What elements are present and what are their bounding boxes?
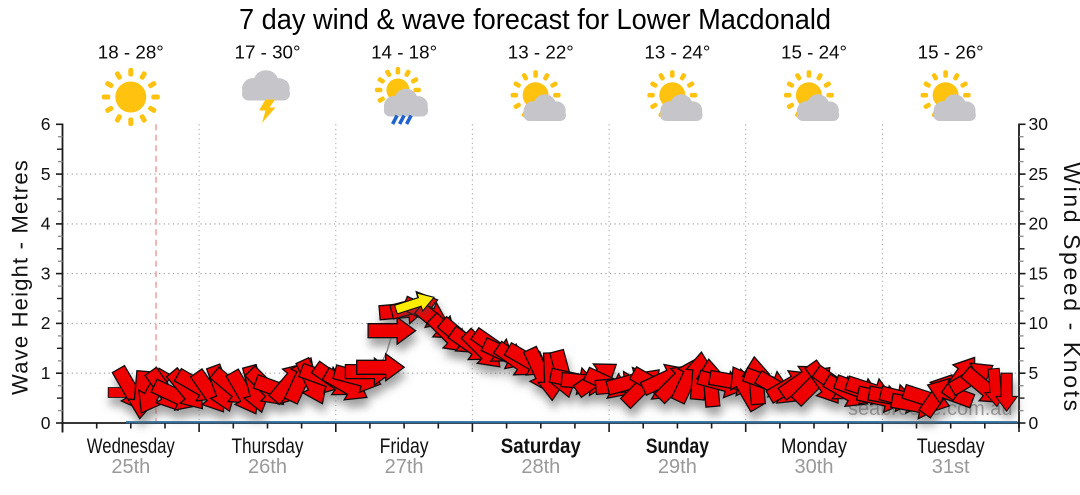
svg-text:Wednesday: Wednesday xyxy=(87,434,175,458)
svg-text:Sunday: Sunday xyxy=(646,434,709,458)
svg-text:30: 30 xyxy=(1029,114,1049,134)
svg-text:7 day wind & wave forecast for: 7 day wind & wave forecast for Lower Mac… xyxy=(239,4,831,36)
svg-text:Monday: Monday xyxy=(781,434,847,458)
svg-text:0: 0 xyxy=(41,413,51,433)
svg-text:25: 25 xyxy=(1029,164,1048,184)
svg-text:14 - 18°: 14 - 18° xyxy=(371,43,437,63)
svg-text:17 - 30°: 17 - 30° xyxy=(235,43,301,63)
svg-text:Wave Height - Metres: Wave Height - Metres xyxy=(8,159,33,395)
svg-text:Wind Speed - Knots: Wind Speed - Knots xyxy=(1059,162,1080,413)
svg-text:31st: 31st xyxy=(932,456,970,478)
svg-text:29th: 29th xyxy=(658,456,697,478)
svg-text:Saturday: Saturday xyxy=(501,434,581,458)
svg-text:27th: 27th xyxy=(385,456,424,478)
svg-text:Friday: Friday xyxy=(380,434,429,458)
svg-text:26th: 26th xyxy=(248,456,287,478)
svg-text:5: 5 xyxy=(1029,363,1039,383)
svg-text:13 - 22°: 13 - 22° xyxy=(508,43,574,63)
svg-text:Thursday: Thursday xyxy=(232,434,304,458)
svg-text:15: 15 xyxy=(1029,263,1048,283)
svg-text:15 - 24°: 15 - 24° xyxy=(781,43,847,63)
svg-text:30th: 30th xyxy=(795,456,834,478)
svg-text:25th: 25th xyxy=(111,456,150,478)
svg-text:5: 5 xyxy=(41,164,51,184)
svg-text:1: 1 xyxy=(41,363,51,383)
svg-text:Tuesday: Tuesday xyxy=(917,434,985,458)
svg-text:0: 0 xyxy=(1029,413,1039,433)
svg-text:28th: 28th xyxy=(521,456,560,478)
svg-text:6: 6 xyxy=(41,114,51,134)
svg-text:10: 10 xyxy=(1029,313,1049,333)
svg-text:20: 20 xyxy=(1029,214,1049,234)
svg-text:2: 2 xyxy=(41,313,51,333)
svg-text:3: 3 xyxy=(41,263,51,283)
svg-text:15 - 26°: 15 - 26° xyxy=(918,43,984,63)
svg-text:4: 4 xyxy=(41,214,51,234)
svg-text:13 - 24°: 13 - 24° xyxy=(644,43,710,63)
svg-text:18 - 28°: 18 - 28° xyxy=(98,43,164,63)
